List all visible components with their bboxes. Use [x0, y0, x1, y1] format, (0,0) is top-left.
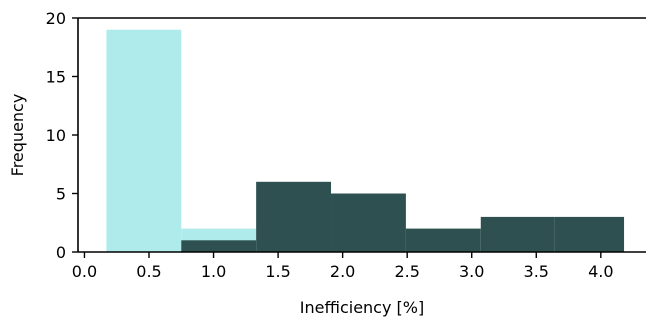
- histogram-bar: [331, 193, 406, 252]
- y-tick-label: 5: [56, 185, 66, 204]
- histogram-bar: [106, 29, 182, 253]
- y-tick-label: 20: [46, 9, 66, 28]
- x-tick-label: 0.5: [136, 262, 161, 281]
- y-tick-label: 10: [46, 126, 66, 145]
- histogram-bar: [554, 216, 625, 252]
- x-tick-label: 0.0: [72, 262, 97, 281]
- y-axis-label: Frequency: [8, 94, 27, 177]
- x-tick-label: 2.0: [330, 262, 355, 281]
- x-tick-label: 1.5: [265, 262, 290, 281]
- y-tick-label: 15: [46, 68, 66, 87]
- y-tick-label: 0: [56, 243, 66, 262]
- axes-layer: 0.0 0.5 1.0 1.5 2.0 2.5 3.0 3.5 4.0 0 5 10 15 20: [46, 9, 646, 281]
- histogram-bar: [405, 228, 481, 252]
- bars-layer: [106, 29, 625, 253]
- x-tick-label: 2.5: [394, 262, 419, 281]
- x-tick-label: 3.0: [459, 262, 484, 281]
- x-tick-label: 3.5: [524, 262, 549, 281]
- histogram-bar: [181, 240, 257, 252]
- x-axis-label: Inefficiency [%]: [300, 298, 424, 317]
- histogram-bar: [256, 181, 332, 252]
- histogram-bar: [480, 216, 555, 252]
- x-tick-label: 1.0: [201, 262, 226, 281]
- x-tick-label: 4.0: [588, 262, 613, 281]
